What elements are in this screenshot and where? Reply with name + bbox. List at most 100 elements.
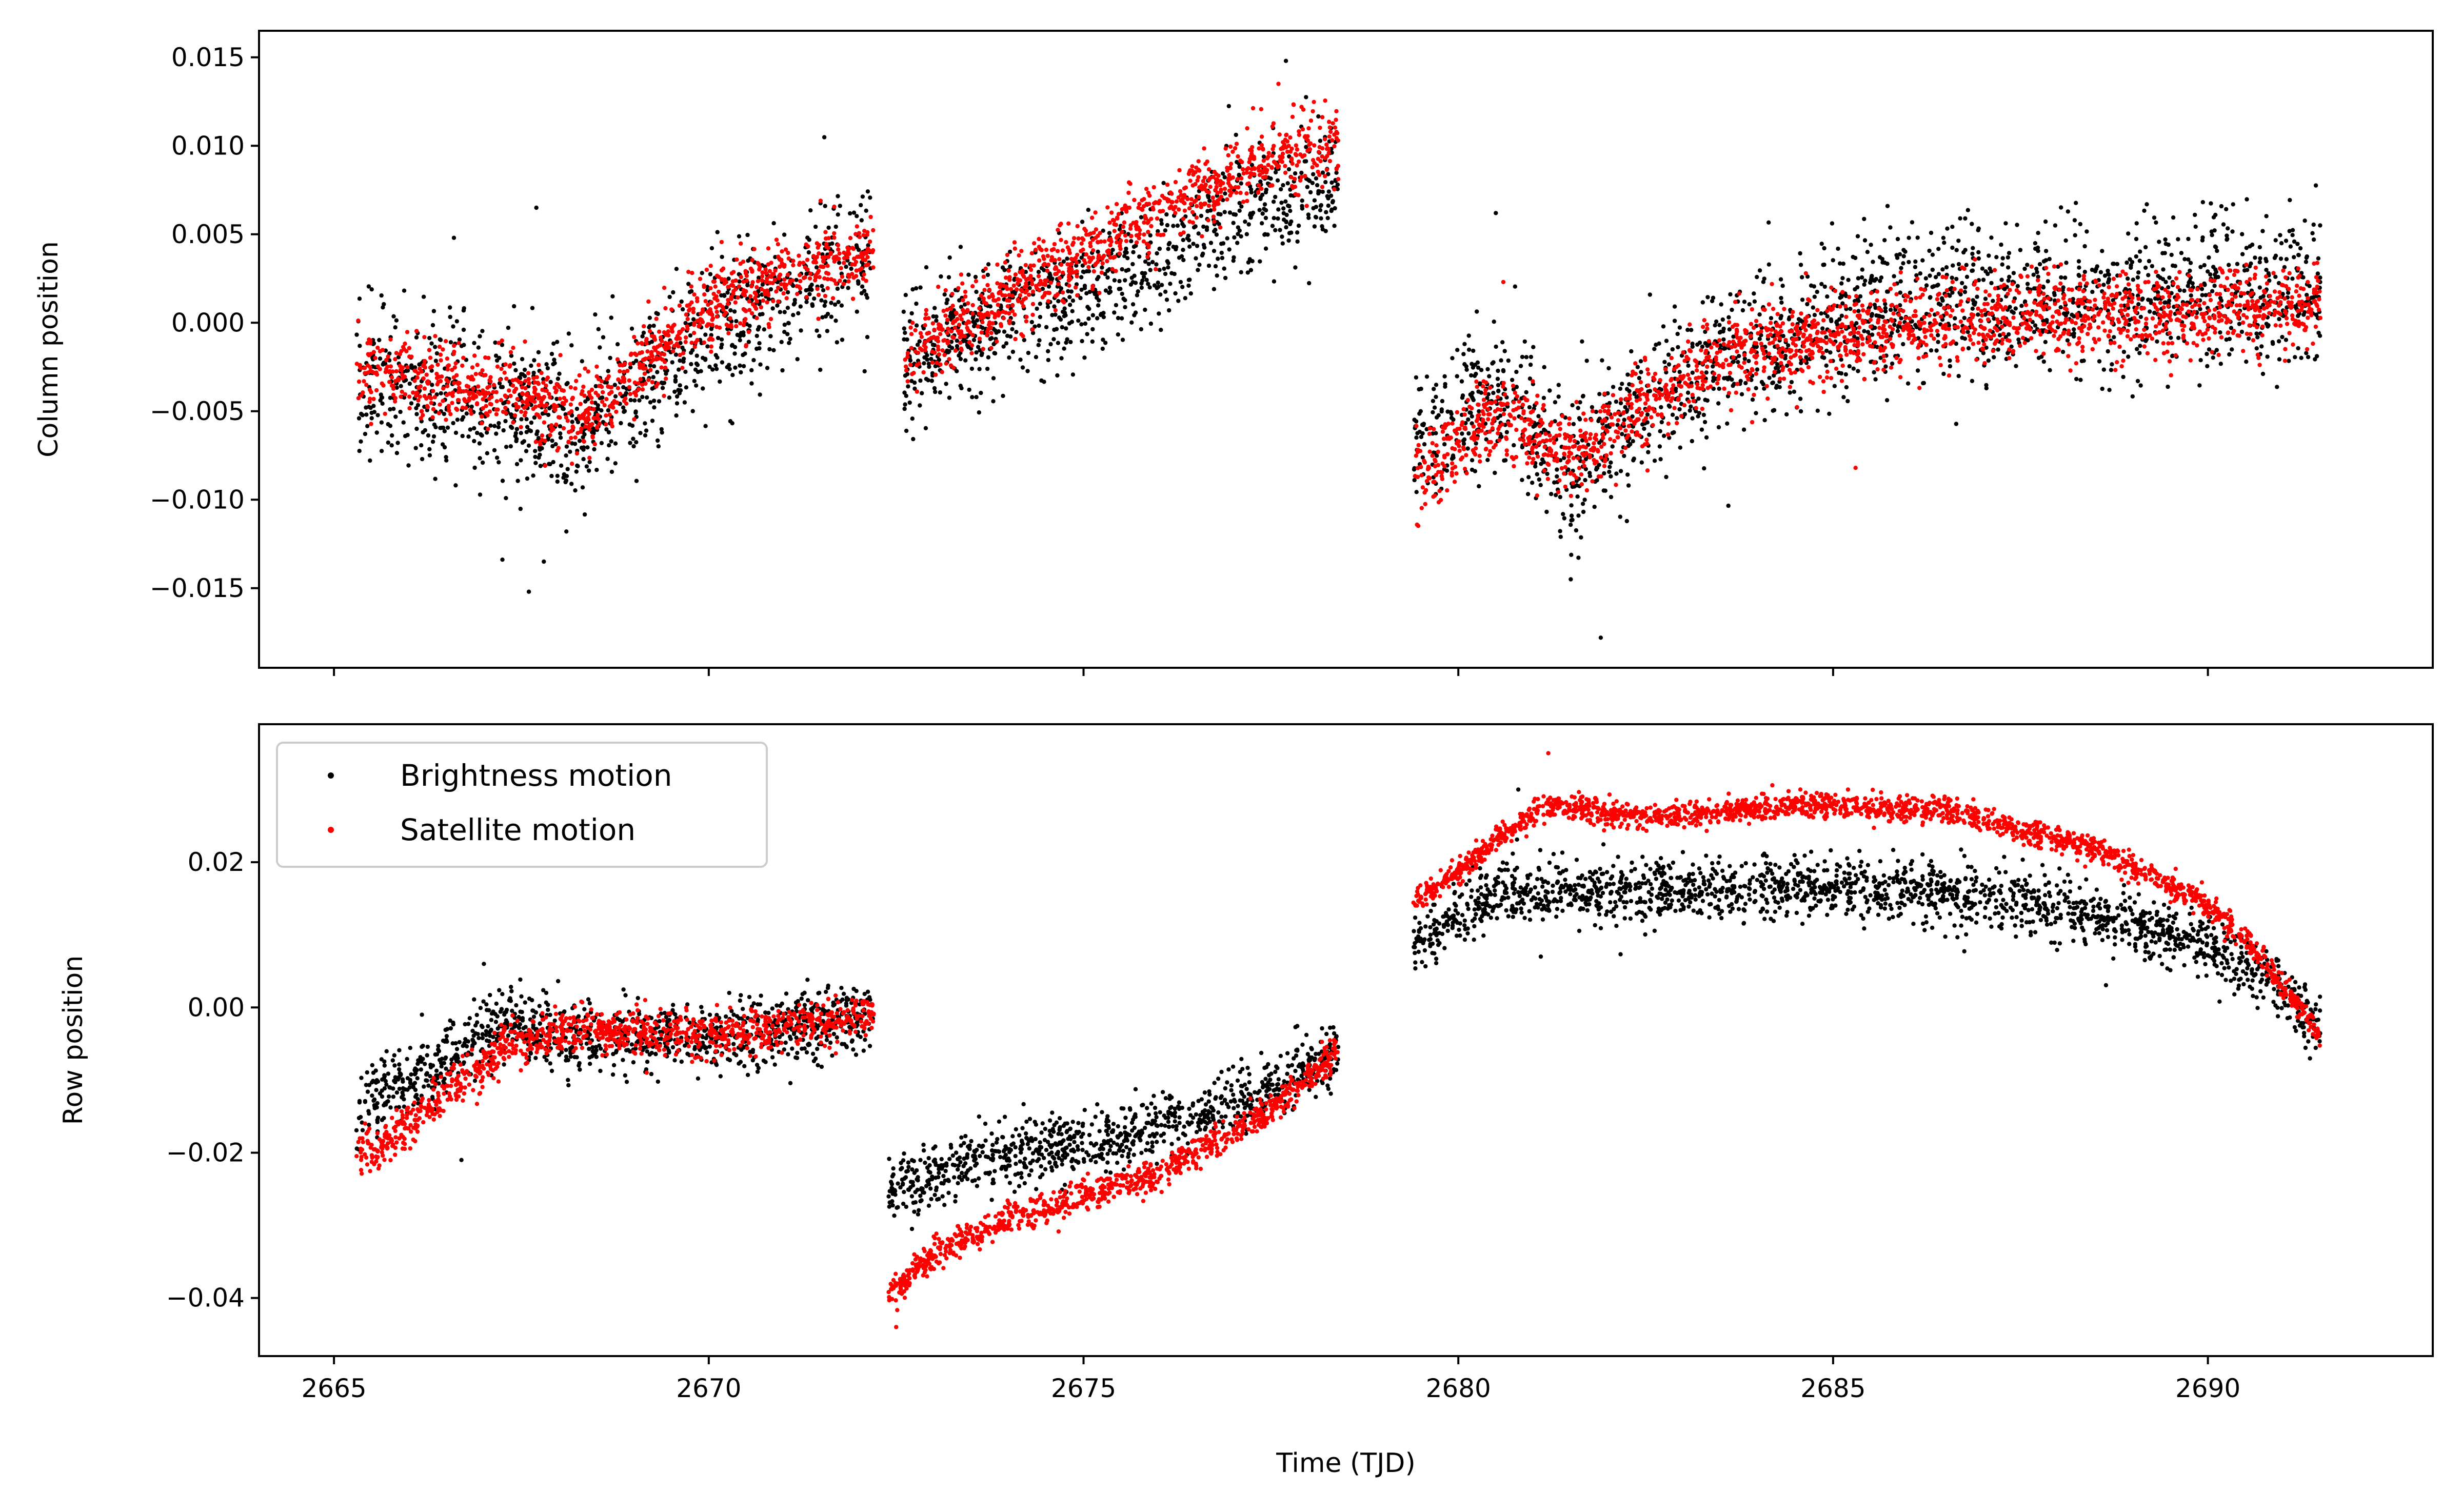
column-brightness-point [356,416,362,421]
column-brightness-point [1449,415,1454,420]
column-brightness-point [2155,339,2159,344]
column-satellite-point [750,302,756,307]
column-brightness-point [1941,235,1946,240]
column-brightness-point [1304,159,1308,164]
column-satellite-point [541,380,546,385]
column-brightness-point [2290,276,2295,281]
column-brightness-point [1272,216,1276,221]
column-brightness-point [1257,208,1262,212]
column-brightness-point [1164,212,1169,217]
column-brightness-point [466,434,471,439]
column-satellite-point [1324,167,1329,172]
column-satellite-point [431,389,435,393]
column-brightness-point [1963,285,1968,290]
column-brightness-point [621,405,626,410]
column-satellite-point [725,302,730,306]
column-brightness-point [904,393,909,398]
column-satellite-point [685,316,690,322]
column-brightness-point [1775,362,1780,367]
column-satellite-point [750,280,755,285]
column-satellite-point [544,377,549,382]
column-brightness-point [1070,309,1075,313]
column-brightness-point [909,379,914,383]
column-satellite-point [822,276,827,281]
column-brightness-point [730,343,735,347]
column-brightness-point [1473,469,1478,473]
column-satellite-point [542,404,546,409]
column-brightness-point [497,421,501,426]
column-brightness-point [2237,322,2242,326]
column-brightness-point [1065,256,1069,261]
column-brightness-point [1716,425,1721,430]
column-brightness-point [1642,426,1646,431]
column-satellite-point [930,321,936,326]
column-brightness-point [688,333,693,338]
column-brightness-point [1258,259,1262,264]
column-brightness-point [1311,172,1316,176]
column-brightness-point [2094,267,2098,271]
column-satellite-point [806,244,810,249]
column-brightness-point [2015,284,2020,288]
column-brightness-point [493,340,498,345]
column-brightness-point [1129,239,1134,244]
column-satellite-point [573,435,578,440]
column-brightness-point [1779,300,1784,305]
column-brightness-point [1579,535,1583,540]
column-brightness-point [1442,442,1447,447]
column-brightness-point [1755,274,1759,280]
column-brightness-point [1414,375,1419,380]
column-brightness-point [1839,357,1843,362]
column-brightness-point [1936,333,1940,337]
column-brightness-point [2059,275,2063,280]
column-brightness-point [1222,210,1227,214]
column-brightness-point [678,359,682,363]
column-brightness-point [2060,349,2066,354]
column-brightness-point [1721,337,1726,342]
column-brightness-point [689,362,693,367]
column-satellite-point [729,296,734,301]
column-brightness-point [1025,369,1030,373]
column-satellite-point [641,357,646,362]
column-satellite-point [1046,299,1050,304]
column-brightness-point [532,415,537,420]
column-brightness-point [1157,268,1162,272]
column-brightness-point [2264,214,2269,218]
column-brightness-point [1159,328,1163,332]
column-satellite-point [798,261,802,265]
column-satellite-point [842,256,847,261]
column-brightness-point [1471,348,1476,353]
column-brightness-point [1119,316,1124,321]
column-brightness-point [1330,200,1335,205]
column-satellite-point [504,410,508,415]
column-brightness-point [1123,250,1127,254]
column-brightness-point [1141,274,1146,279]
column-brightness-point [569,482,574,486]
column-brightness-point [2193,212,2197,217]
column-brightness-point [649,340,654,344]
column-brightness-point [1936,340,1940,344]
column-satellite-point [729,271,734,276]
column-satellite-point [664,376,668,381]
column-brightness-point [2257,285,2262,290]
column-brightness-point [1165,259,1169,264]
column-brightness-point [609,469,614,474]
column-brightness-point [837,261,842,265]
column-brightness-point [1862,329,1867,333]
column-satellite-point [538,442,543,447]
column-brightness-point [1779,295,1783,301]
column-brightness-point [927,364,931,369]
column-brightness-point [1329,180,1334,185]
column-satellite-point [837,256,841,261]
column-brightness-point [924,265,929,270]
column-brightness-point [1122,254,1127,258]
column-brightness-point [563,480,568,485]
column-satellite-point [574,451,580,456]
column-satellite-point [429,401,433,405]
column-brightness-point [1286,167,1292,172]
column-satellite-point [428,365,433,370]
column-satellite-point [580,389,585,393]
column-brightness-point [1459,379,1464,384]
column-satellite-point [441,399,445,403]
column-satellite-point [662,393,666,399]
column-brightness-point [1954,248,1959,252]
